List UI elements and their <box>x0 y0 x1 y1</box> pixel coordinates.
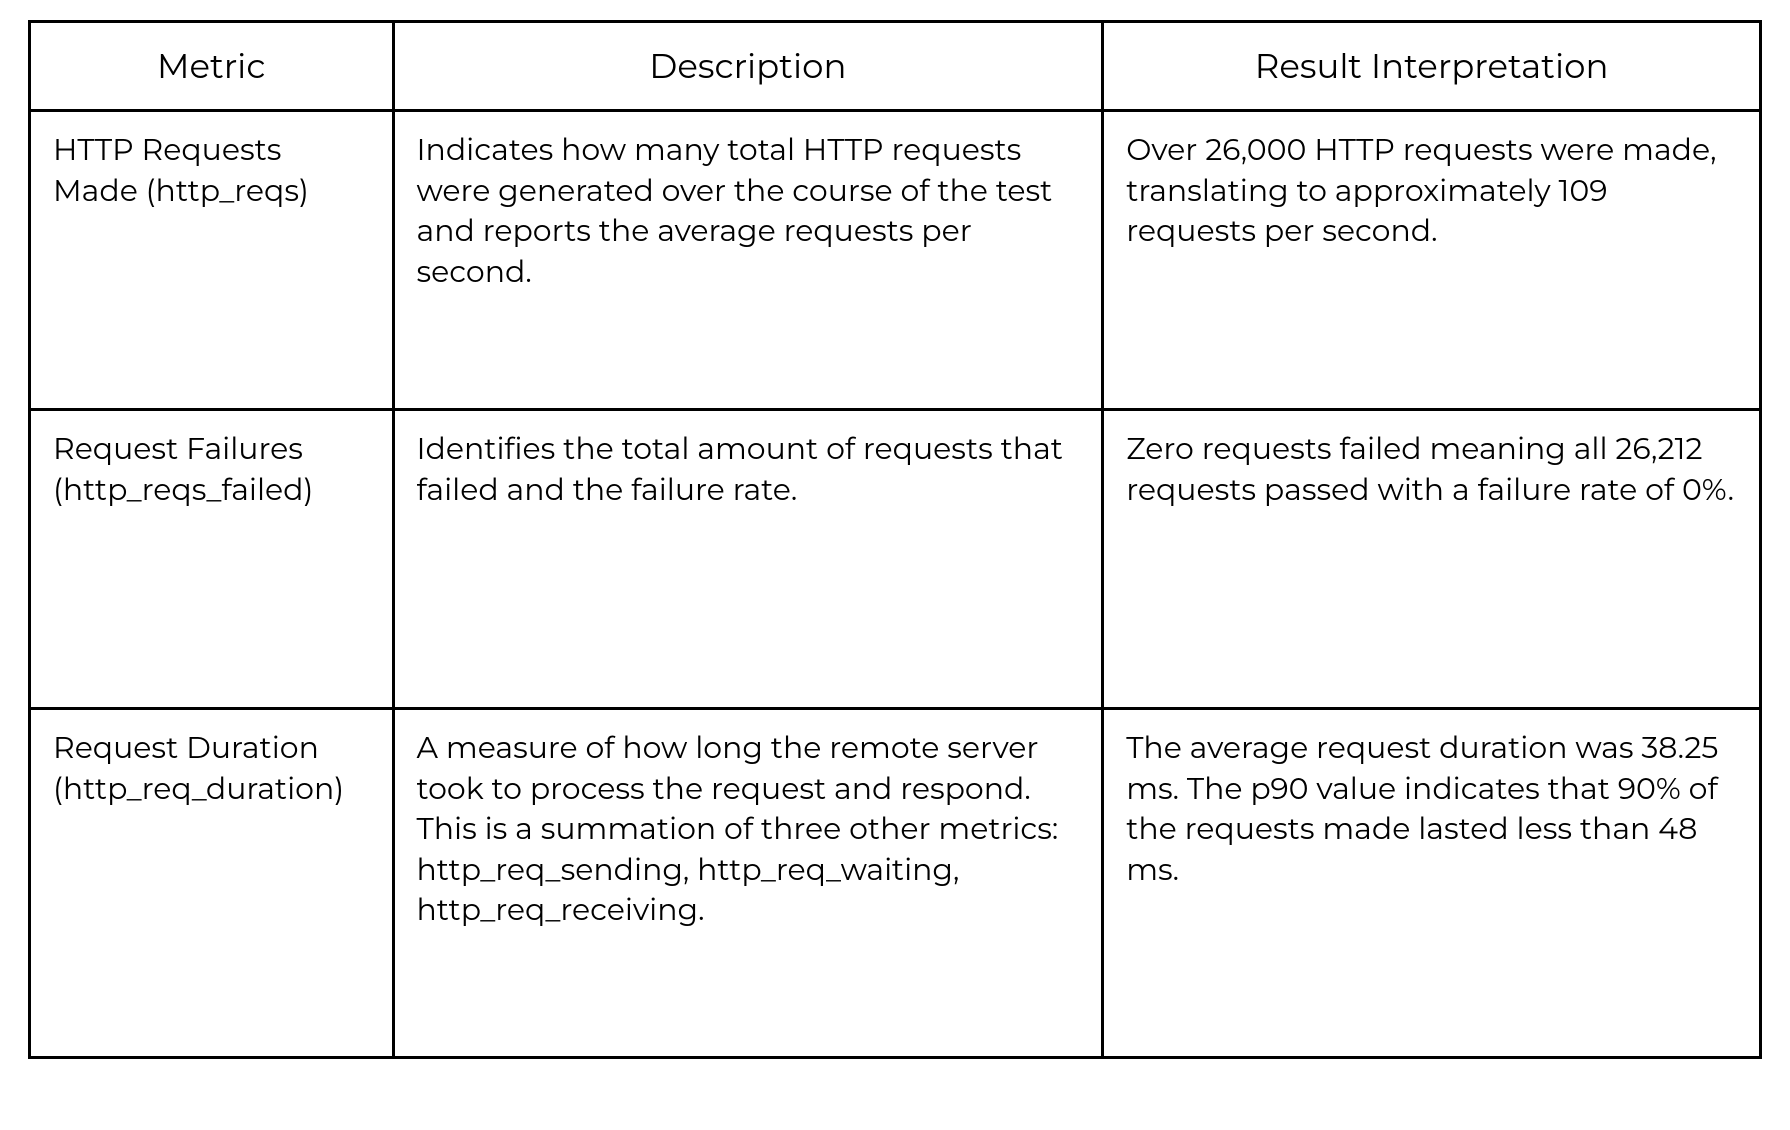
col-header-metric: Metric <box>30 22 394 111</box>
cell-metric: HTTP Requests Made (http_reqs) <box>30 111 394 410</box>
col-header-description: Description <box>393 22 1103 111</box>
cell-description: Identifies the total amount of requests … <box>393 410 1103 709</box>
cell-metric: Request Duration (http_req_duration) <box>30 709 394 1058</box>
table-row: HTTP Requests Made (http_reqs) Indicates… <box>30 111 1761 410</box>
table-row: Request Failures (http_reqs_failed) Iden… <box>30 410 1761 709</box>
metrics-table: Metric Description Result Interpretation… <box>28 20 1762 1059</box>
cell-description: A measure of how long the remote server … <box>393 709 1103 1058</box>
cell-metric: Request Failures (http_reqs_failed) <box>30 410 394 709</box>
cell-description: Indicates how many total HTTP requests w… <box>393 111 1103 410</box>
table-container: Metric Description Result Interpretation… <box>0 0 1790 1079</box>
table-header-row: Metric Description Result Interpretation <box>30 22 1761 111</box>
col-header-result: Result Interpretation <box>1103 22 1761 111</box>
cell-result: Zero requests failed meaning all 26,212 … <box>1103 410 1761 709</box>
cell-result: The average request duration was 38.25 m… <box>1103 709 1761 1058</box>
cell-result: Over 26,000 HTTP requests were made, tra… <box>1103 111 1761 410</box>
table-row: Request Duration (http_req_duration) A m… <box>30 709 1761 1058</box>
